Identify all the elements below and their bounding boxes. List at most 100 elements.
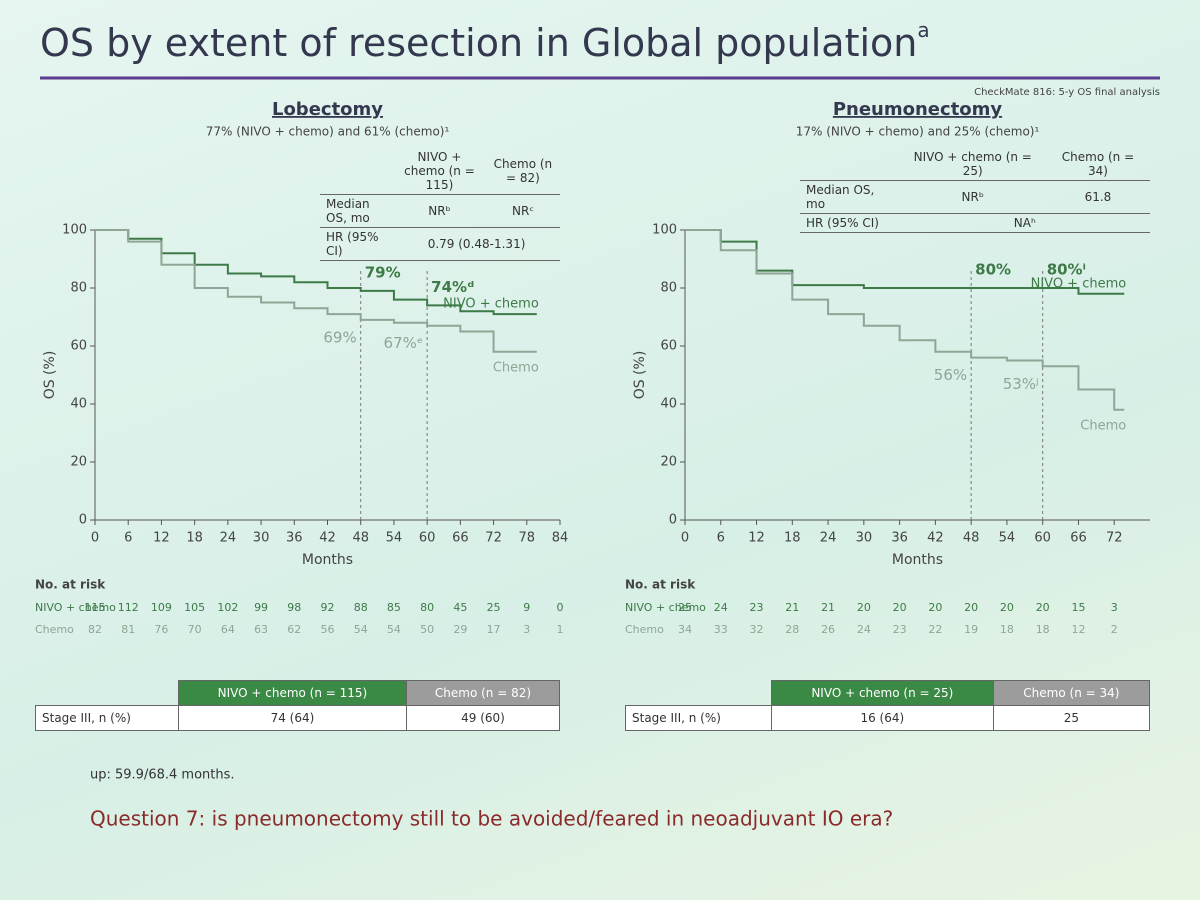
risk-value: 23 [893,623,907,636]
summary-column: Chemo (n = 34) [1045,148,1150,181]
summary-table: NIVO + chemo (n = 115) Chemo (n = 82) Medi… [320,148,560,261]
risk-value: 50 [420,623,434,636]
summary-row: HR (95% CI) NAʰ [800,213,1150,233]
summary-row-label: HR (95% CI) [320,227,394,261]
landmark-label: 74%ᵈ [431,278,474,296]
x-tick-label: 6 [124,531,132,546]
risk-value: 20 [1036,601,1050,614]
risk-value: 19 [964,623,978,636]
x-tick-label: 6 [717,531,725,546]
y-axis-label: OS (%) [42,351,58,400]
summary-cell: 0.79 (0.48-1.31) [393,227,560,261]
risk-value: 18 [1036,623,1050,636]
summary-header: NIVO + chemo (n = 25) Chemo (n = 34) [800,148,1150,181]
series-label: NIVO + chemo [443,297,539,312]
x-tick-label: 66 [1070,531,1087,546]
landmark-label: 79% [365,263,401,281]
chart-title: Lobectomy [272,99,383,120]
series-label: Chemo [1080,418,1126,433]
stage-column: NIVO + chemo (n = 115) [177,680,407,706]
risk-value: 54 [387,623,401,636]
summary-cell: NRᵇ [899,180,1046,214]
risk-value: 24 [857,623,871,636]
risk-value: 25 [678,601,692,614]
risk-value: 105 [184,601,205,614]
risk-value: 17 [487,623,501,636]
risk-value: 15 [1071,601,1085,614]
y-axis-label: OS (%) [632,351,648,400]
risk-value: 12 [1071,623,1085,636]
risk-value: 1 [557,623,564,636]
chart-title: Pneumonectomy [833,99,1003,120]
series-label: Chemo [493,360,539,375]
summary-header: NIVO + chemo (n = 115) Chemo (n = 82) [320,148,560,195]
risk-row-label: Chemo [35,623,74,636]
y-tick-label: 40 [660,397,677,412]
risk-value: 26 [821,623,835,636]
stage-column: Chemo (n = 34) [992,680,1151,706]
risk-value: 115 [85,601,106,614]
risk-value: 18 [1000,623,1014,636]
y-tick-label: 60 [70,339,87,354]
stage-table: NIVO + chemo (n = 25) Chemo (n = 34) Stage… [625,680,1151,731]
y-tick-label: 20 [660,455,677,470]
summary-row-label: Median OS, mo [320,194,394,228]
y-tick-label: 0 [669,513,677,528]
stage-cell: 49 (60) [405,705,561,731]
x-tick-label: 36 [891,531,908,546]
x-tick-label: 60 [1034,531,1051,546]
x-tick-label: 36 [286,531,303,546]
survival-curve [685,229,1125,411]
x-tick-label: 42 [319,531,336,546]
title-note: a [917,18,929,42]
x-tick-label: 84 [552,531,569,546]
stage-corner [626,681,772,706]
y-tick-label: 0 [79,513,87,528]
risk-value: 0 [557,601,564,614]
risk-value: 81 [121,623,135,636]
risk-value: 33 [714,623,728,636]
x-tick-label: 24 [220,531,237,546]
risk-value: 20 [964,601,978,614]
x-tick-label: 54 [999,531,1016,546]
title-text: OS by extent of resection in Global popu… [40,21,917,65]
x-axis-label: Months [892,552,943,568]
risk-value: 24 [714,601,728,614]
risk-value: 21 [821,601,835,614]
risk-row-label: NIVO + chemo [625,601,706,614]
risk-row-label: Chemo [625,623,664,636]
summary-table: NIVO + chemo (n = 25) Chemo (n = 34) Media… [800,148,1150,233]
risk-value: 29 [453,623,467,636]
risk-value: 92 [321,601,335,614]
risk-value: 80 [420,601,434,614]
risk-value: 20 [857,601,871,614]
summary-row-label: HR (95% CI) [800,213,900,233]
y-tick-label: 100 [652,223,677,238]
risk-value: 3 [523,623,530,636]
y-tick-label: 80 [660,281,677,296]
stage-cell: 74 (64) [177,705,407,731]
risk-value: 99 [254,601,268,614]
question: Question 7: is pneumonectomy still to be… [90,807,893,831]
risk-row-label: NIVO + chemo [35,601,116,614]
risk-value: 45 [453,601,467,614]
summary-row: HR (95% CI) 0.79 (0.48-1.31) [320,227,560,261]
risk-value: 21 [785,601,799,614]
x-tick-label: 0 [681,531,689,546]
risk-value: 34 [678,623,692,636]
x-tick-label: 30 [856,531,873,546]
stage-row-label: Stage III, n (%) [35,705,179,731]
y-tick-label: 80 [70,281,87,296]
risk-value: 102 [217,601,238,614]
summary-row-label: Median OS, mo [800,180,900,214]
survival-curve [95,229,537,316]
landmark-label: 69% [323,328,356,346]
summary-corner [320,148,394,195]
summary-column: NIVO + chemo (n = 115) [393,148,486,195]
survival-curve [685,229,1125,295]
risk-value: 23 [750,601,764,614]
x-tick-label: 30 [253,531,270,546]
risk-title: No. at risk [625,578,696,592]
